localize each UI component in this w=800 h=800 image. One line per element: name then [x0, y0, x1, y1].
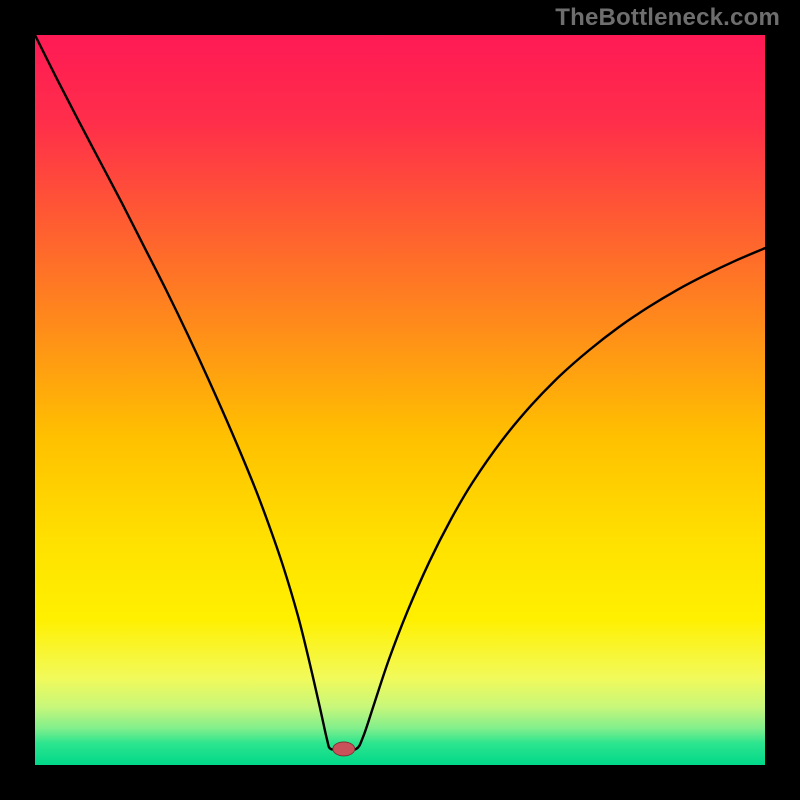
plot-area: [35, 35, 765, 765]
curve-path: [35, 35, 765, 750]
minimum-marker: [333, 742, 355, 756]
watermark-text: TheBottleneck.com: [555, 4, 780, 32]
bottleneck-curve: [35, 35, 765, 765]
